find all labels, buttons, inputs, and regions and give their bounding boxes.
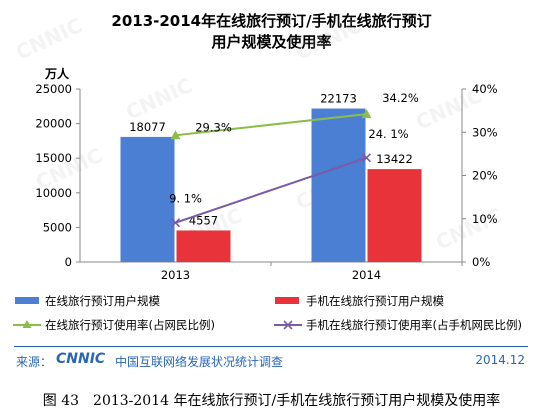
line-data-label: 9. 1% — [169, 192, 202, 206]
y-right-tick-label: 20% — [472, 169, 498, 183]
source-date: 2014.12 — [475, 353, 525, 367]
bar-data-label: 18077 — [129, 120, 166, 134]
legend-swatch-online-users — [15, 297, 39, 304]
bar-data-label: 13422 — [376, 152, 413, 166]
x-tick-label: 2014 — [352, 268, 381, 282]
bar-online-users — [120, 136, 175, 262]
line-point-mobile-rate — [361, 153, 372, 163]
source-text: 中国互联网络发展状况统计调查 — [115, 355, 284, 369]
y-left-tick-label: 15000 — [35, 151, 72, 165]
cnnic-logo: CNNIC — [56, 351, 106, 366]
footer-divider — [14, 346, 528, 347]
bar-data-label: 22173 — [320, 92, 357, 106]
bar-mobile-users — [367, 169, 422, 262]
line-series-online-rate — [175, 113, 367, 137]
line-point-online-rate — [170, 130, 181, 140]
chart-plot: CNNICCNNICCNNICCNNICCNNICCNNICCNNICCNNIC… — [12, 13, 506, 282]
y-right-tick-label: 30% — [472, 125, 498, 139]
line-point-mobile-rate — [170, 218, 181, 228]
y-left-tick-label: 10000 — [35, 186, 72, 200]
legend-label-online-rate: 在线旅行预订使用率(占网民比例) — [45, 318, 215, 332]
legend-swatch-mobile-rate — [274, 320, 302, 330]
legend-label-online-users: 在线旅行预订用户规模 — [45, 294, 160, 308]
line-data-label: 24. 1% — [368, 127, 408, 141]
y-left-tick-label: 5000 — [43, 220, 72, 234]
legend-swatch-online-rate — [13, 320, 41, 328]
cnnic-logo-text: CNNIC — [56, 351, 106, 366]
y-left-unit-label: 万人 — [44, 66, 70, 81]
chart-frame: 2013-2014年在线旅行预订/手机在线旅行预订 用户规模及使用率 CNNIC… — [11, 12, 528, 369]
bar-online-users — [311, 108, 366, 263]
watermark-text-2: CNNIC — [122, 73, 196, 124]
source-label: 来源： — [16, 355, 53, 369]
legend-label-mobile-rate: 手机在线旅行预订使用率(占手机网民比例) — [306, 318, 522, 332]
watermark-text-1: CNNIC — [292, 13, 366, 64]
y-left-tick-label: 0 — [65, 255, 72, 269]
x-tick-label: 2013 — [161, 268, 190, 282]
y-right-tick-label: 0% — [472, 255, 490, 269]
chart-title-line-2: 用户规模及使用率 — [211, 33, 332, 51]
line-data-label: 34.2% — [382, 91, 419, 105]
legend-swatch-mobile-users — [275, 297, 299, 304]
bar-data-label: 4557 — [189, 213, 218, 227]
chart-title-line-1: 2013-2014年在线旅行预订/手机在线旅行预订 — [111, 12, 432, 30]
y-right-tick-label: 10% — [472, 212, 498, 226]
line-point-online-rate — [361, 109, 372, 119]
y-left-tick-label: 25000 — [35, 82, 72, 96]
watermark-text-0: CNNIC — [12, 13, 86, 64]
line-series-mobile-rate — [175, 156, 367, 224]
line-data-label: 29.3% — [195, 120, 232, 134]
legend-label-mobile-users: 手机在线旅行预订用户规模 — [306, 294, 444, 308]
y-right-tick-label: 40% — [472, 82, 498, 96]
y-left-tick-label: 20000 — [35, 117, 72, 131]
figure-caption: 图 43 2013-2014 年在线旅行预订/手机在线旅行预订用户规模及使用率 — [42, 393, 501, 409]
bar-mobile-users — [176, 230, 231, 262]
